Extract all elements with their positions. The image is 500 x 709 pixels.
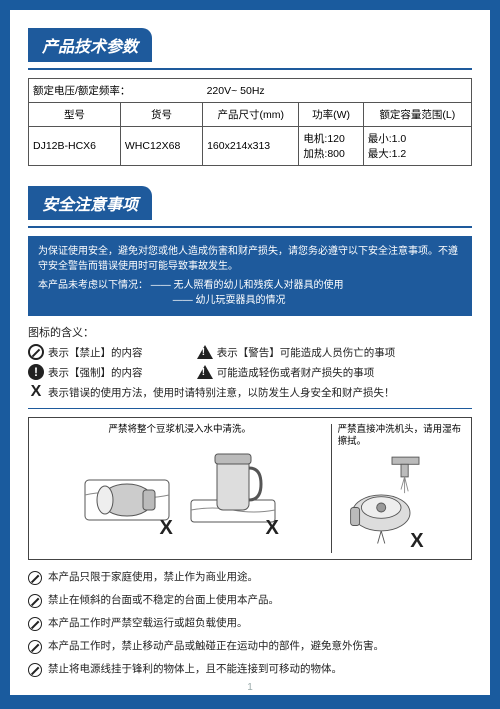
legend-prohibit-text: 表示【禁止】的内容 bbox=[48, 345, 143, 360]
x-icon: X bbox=[28, 384, 44, 400]
rule-item: 本产品工作时，禁止移动产品或触碰正在运动中的部件，避免意外伤害。 bbox=[28, 639, 472, 654]
bluebox-p1: 为保证使用安全，避免对您或他人造成伤害和财产损失，请您务必遵守以下安全注意事项。… bbox=[38, 244, 462, 274]
illus-right: 严禁直接冲洗机头，请用湿布擦拭。 X bbox=[331, 424, 465, 553]
cell-power: 电机:120 加热:800 bbox=[299, 127, 363, 166]
caution-icon bbox=[197, 364, 213, 380]
rule-text: 本产品只限于家庭使用，禁止作为商业用途。 bbox=[48, 570, 258, 585]
rule-text: 本产品工作时，禁止移动产品或触碰正在运动中的部件，避免意外伤害。 bbox=[48, 639, 384, 654]
x-mark: X bbox=[410, 530, 423, 553]
col-size: 产品尺寸(mm) bbox=[203, 103, 299, 127]
mandatory-icon: ! bbox=[28, 364, 44, 380]
legend-grid: 表示【禁止】的内容 表示【警告】可能造成人员伤亡的事项 ! 表示【强制】的内容 … bbox=[28, 344, 472, 404]
rule-item: 禁止在倾斜的台面或不稳定的台面上使用本产品。 bbox=[28, 593, 472, 608]
prohibit-icon bbox=[28, 594, 42, 608]
cell-size: 160x214x313 bbox=[203, 127, 299, 166]
section-header-safety: 安全注意事项 bbox=[28, 186, 472, 226]
cell-itemno: WHC12X68 bbox=[120, 127, 202, 166]
rule-item: 本产品工作时严禁空载运行或超负载使用。 bbox=[28, 616, 472, 631]
legend-warning: 表示【警告】可能造成人员伤亡的事项 bbox=[197, 344, 472, 360]
rule-text: 禁止将电源线挂于锋利的物体上，且不能连接到可移动的物体。 bbox=[48, 662, 342, 677]
legend-prohibit: 表示【禁止】的内容 bbox=[28, 344, 197, 360]
prohibit-icon bbox=[28, 344, 44, 360]
legend-caution: 可能造成轻伤或者财产损失的事项 bbox=[197, 364, 472, 380]
cap-max: 最大:1.2 bbox=[368, 146, 467, 161]
power-heat: 加热:800 bbox=[303, 146, 358, 161]
rule-item: 禁止将电源线挂于锋利的物体上，且不能连接到可移动的物体。 bbox=[28, 662, 472, 677]
spec-table: 额定电压/额定频率： 220V~ 50Hz 型号 货号 产品尺寸(mm) 功率(… bbox=[28, 78, 472, 166]
divider bbox=[28, 408, 472, 409]
legend-wrong: X 表示错误的使用方法，使用时请特别注意，以防发生人身安全和财产损失！ bbox=[28, 384, 472, 400]
rule-item: 本产品只限于家庭使用，禁止作为商业用途。 bbox=[28, 570, 472, 585]
cap-min: 最小:1.0 bbox=[368, 131, 467, 146]
bluebox-p2a: —— 无人照看的幼儿和残疾人对器具的使用 bbox=[151, 280, 344, 291]
illus-left-caption: 严禁将整个豆浆机浸入水中清洗。 bbox=[35, 424, 325, 436]
prohibit-icon bbox=[28, 617, 42, 631]
prohibit-icon bbox=[28, 571, 42, 585]
prohibit-icon bbox=[28, 663, 42, 677]
section-header-specs: 产品技术参数 bbox=[28, 28, 472, 68]
bluebox-p2-label: 本产品未考虑以下情况： bbox=[38, 280, 148, 291]
cell-capacity: 最小:1.0 最大:1.2 bbox=[363, 127, 471, 166]
legend-warning-text: 表示【警告】可能造成人员伤亡的事项 bbox=[217, 345, 396, 360]
rule-text: 本产品工作时严禁空载运行或超负载使用。 bbox=[48, 616, 248, 631]
illus-fig-2: X bbox=[183, 440, 283, 540]
col-model: 型号 bbox=[29, 103, 121, 127]
col-power: 功率(W) bbox=[299, 103, 363, 127]
legend-mandatory: ! 表示【强制】的内容 bbox=[28, 364, 197, 380]
x-mark: X bbox=[265, 517, 278, 540]
bluebox-p2: 本产品未考虑以下情况： —— 无人照看的幼儿和残疾人对器具的使用 —— 幼儿玩耍… bbox=[38, 278, 462, 308]
voltage-label: 额定电压/额定频率： bbox=[33, 85, 130, 97]
divider bbox=[28, 226, 472, 228]
illus-fig-1: X bbox=[77, 440, 177, 540]
illus-fig-3: X bbox=[338, 453, 428, 553]
voltage-value: 220V~ 50Hz bbox=[207, 85, 265, 97]
specs-title: 产品技术参数 bbox=[28, 28, 152, 62]
legend-wrong-text: 表示错误的使用方法，使用时请特别注意，以防发生人身安全和财产损失！ bbox=[48, 385, 395, 400]
warning-icon bbox=[197, 344, 213, 360]
prohibit-icon bbox=[28, 640, 42, 654]
divider bbox=[28, 68, 472, 70]
illus-left: 严禁将整个豆浆机浸入水中清洗。 X bbox=[35, 424, 325, 553]
safety-title: 安全注意事项 bbox=[28, 186, 152, 220]
legend-title: 图标的含义： bbox=[28, 324, 472, 340]
bluebox-p2b: —— 幼儿玩耍器具的情况 bbox=[173, 295, 286, 306]
col-itemno: 货号 bbox=[120, 103, 202, 127]
legend-caution-text: 可能造成轻伤或者财产损失的事项 bbox=[217, 365, 375, 380]
col-capacity: 额定容量范围(L) bbox=[363, 103, 471, 127]
rule-text: 禁止在倾斜的台面或不稳定的台面上使用本产品。 bbox=[48, 593, 279, 608]
x-mark: X bbox=[159, 517, 172, 540]
cell-model: DJ12B-HCX6 bbox=[29, 127, 121, 166]
illustration-box: 严禁将整个豆浆机浸入水中清洗。 X bbox=[28, 417, 472, 560]
illus-right-caption: 严禁直接冲洗机头，请用湿布擦拭。 bbox=[338, 424, 465, 449]
page-number: 1 bbox=[247, 682, 253, 693]
power-motor: 电机:120 bbox=[303, 131, 358, 146]
safety-bluebox: 为保证使用安全，避免对您或他人造成伤害和财产损失，请您务必遵守以下安全注意事项。… bbox=[28, 236, 472, 316]
rule-list: 本产品只限于家庭使用，禁止作为商业用途。 禁止在倾斜的台面或不稳定的台面上使用本… bbox=[28, 570, 472, 677]
legend-mandatory-text: 表示【强制】的内容 bbox=[48, 365, 143, 380]
